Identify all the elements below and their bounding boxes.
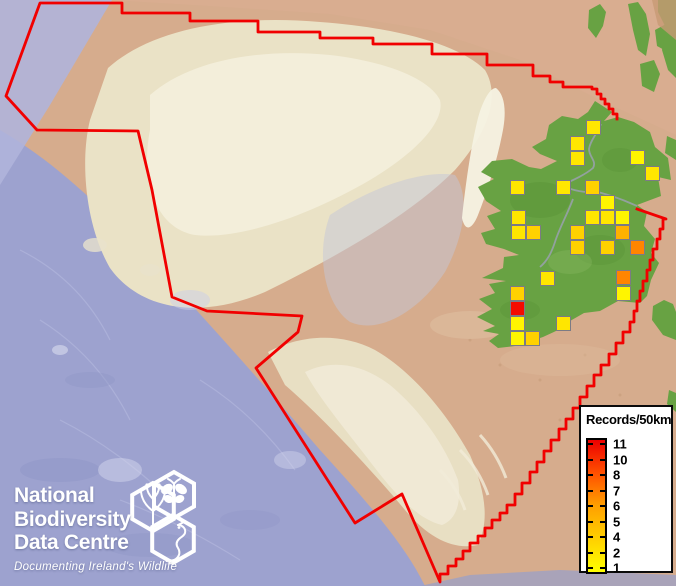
- legend-tick: [588, 458, 593, 461]
- logo-line-3: Data Centre: [14, 531, 129, 554]
- legend-tick-label: 2: [613, 545, 621, 560]
- grid-cell: [630, 240, 645, 255]
- grid-cell: [600, 240, 615, 255]
- sea-slope-south-highlight: [305, 364, 460, 525]
- sea-shallow-warm: [110, 0, 676, 135]
- grid-cell: [556, 316, 571, 331]
- shelf-edge-band: [462, 88, 505, 228]
- grid-cell: [510, 331, 525, 346]
- sea-mid-depth: [322, 174, 464, 326]
- legend-title: Records/50km: [586, 412, 672, 427]
- boundary-line: [4, 1, 668, 584]
- logo-tagline: Documenting Ireland's Wildlife: [14, 560, 178, 573]
- grid-cell: [540, 271, 555, 286]
- shannon-river-line: [539, 198, 574, 268]
- legend-gradient-bar: [586, 438, 607, 574]
- grid-cell: [585, 210, 600, 225]
- grid-cell: [510, 316, 525, 331]
- legend-tick: [588, 520, 593, 523]
- legend-tick: [588, 567, 593, 569]
- grid-cell: [616, 286, 631, 301]
- legend-tick: [588, 505, 593, 507]
- wales-land: [652, 300, 676, 340]
- grid-cell: [511, 225, 526, 240]
- legend-tick: [600, 505, 605, 507]
- grid-cell: [585, 180, 600, 195]
- legend-tick-label: 8: [613, 467, 621, 483]
- logo-line-2: Biodiversity: [14, 507, 131, 531]
- grid-cell: [511, 210, 526, 225]
- grid-cell: [510, 286, 525, 301]
- grid-cell: [570, 225, 585, 240]
- legend-tick-label: 5: [613, 514, 621, 529]
- grid-cell: [526, 225, 541, 240]
- grid-cell: [600, 195, 615, 210]
- canyon-ridges: [438, 433, 508, 511]
- legend-tick: [600, 567, 605, 569]
- grid-cell: [615, 225, 630, 240]
- legend-tick-label: 7: [613, 483, 621, 498]
- legend-tick: [600, 536, 605, 538]
- sea-deep-bottom-strip: [420, 570, 676, 586]
- grid-cell: [615, 210, 630, 225]
- legend-tick: [588, 474, 593, 476]
- legend-tick: [588, 551, 593, 554]
- cornwall-land: [667, 390, 676, 412]
- legend-tick: [600, 443, 605, 445]
- britain-land: [588, 0, 676, 412]
- sea-deep-northwest: [0, 0, 112, 185]
- legend-tick: [600, 520, 605, 523]
- legend-tick-label: 10: [613, 452, 628, 467]
- legend-tick: [588, 489, 593, 492]
- grid-cell: [645, 166, 660, 181]
- logo-hexagons: [130, 469, 196, 566]
- seahorse-icon: [150, 512, 196, 566]
- ni-border-line: [560, 123, 638, 207]
- grid-cell: [570, 136, 585, 151]
- butterfly-icon: [152, 469, 196, 521]
- legend-tick-label: 6: [613, 498, 621, 514]
- grid-cell: [556, 180, 571, 195]
- grid-cell: [616, 270, 631, 285]
- grid-cell: [586, 120, 601, 135]
- legend-tick: [588, 443, 593, 445]
- legend-tick: [588, 536, 593, 538]
- grid-cell: [570, 151, 585, 166]
- grid-cell: [510, 180, 525, 195]
- legend-box: Records/50km 11 10 8 7 6 5 4 2 1: [579, 405, 673, 576]
- legend-tick: [600, 458, 605, 461]
- grid-cell: [600, 210, 615, 225]
- legend-tick-label: 4: [613, 529, 621, 545]
- legend-tick: [600, 474, 605, 476]
- legend-tick-label: 1: [613, 560, 621, 576]
- legend-tick-label: 11: [613, 436, 627, 452]
- sea-slope-highlight: [147, 53, 441, 236]
- grid-cell: [525, 331, 540, 346]
- legend-tick: [600, 551, 605, 554]
- nbdc-logo: National Biodiversity Data Centre Docume…: [14, 484, 177, 573]
- seafloor-mounds: [20, 238, 306, 557]
- legend-tick: [600, 489, 605, 492]
- logo-line-1: National: [14, 484, 95, 507]
- grid-cell: [510, 301, 525, 316]
- grid-cell: [570, 240, 585, 255]
- grid-cell: [630, 150, 645, 165]
